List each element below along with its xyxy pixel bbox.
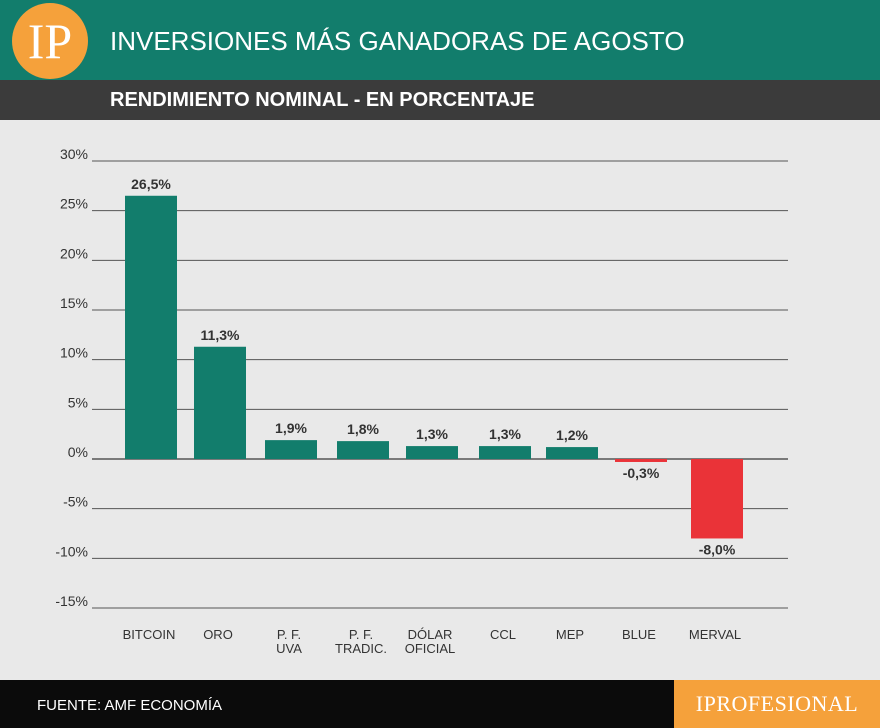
x-tick-label: MERVAL — [689, 627, 741, 642]
y-tick-label: 30% — [60, 146, 88, 162]
bar-chart: 30% 25% 20% 15% 10% 5% 0% -5% -10% -15% 26,5% BITCO… — [55, 146, 788, 656]
x-tick-label: BITCOIN — [123, 627, 176, 642]
bar — [691, 459, 743, 539]
bar — [406, 446, 458, 459]
x-tick-label: MEP — [556, 627, 584, 642]
x-tick-label: DÓLAR — [408, 627, 453, 642]
bar — [125, 195, 177, 459]
header-bar: IP INVERSIONES MÁS GANADORAS DE AGOSTO — [0, 0, 880, 80]
data-label: 26,5% — [131, 176, 171, 192]
y-tick-label: -15% — [55, 593, 88, 609]
y-tick-label: 20% — [60, 245, 88, 261]
data-label: 1,3% — [416, 426, 448, 442]
chart-subtitle: RENDIMIENTO NOMINAL - EN PORCENTAJE — [110, 89, 535, 111]
y-tick-label: 15% — [60, 295, 88, 311]
ip-logo: IP — [12, 3, 88, 79]
y-tick-label: 25% — [60, 196, 88, 212]
chart-title: INVERSIONES MÁS GANADORAS DE AGOSTO — [110, 26, 685, 56]
data-label: -8,0% — [699, 541, 736, 557]
data-label: 1,2% — [556, 427, 588, 443]
bar — [194, 346, 246, 459]
x-tick-label: P. F. — [349, 627, 373, 642]
bar — [546, 447, 598, 459]
x-tick-label: UVA — [276, 641, 302, 656]
x-tick-label: P. F. — [277, 627, 301, 642]
x-tick-label: CCL — [490, 627, 516, 642]
subheader-bar: RENDIMIENTO NOMINAL - EN PORCENTAJE — [0, 80, 880, 120]
y-tick-label: 5% — [68, 394, 88, 410]
data-label: 11,3% — [201, 327, 240, 343]
x-tick-label: BLUE — [622, 627, 656, 642]
bar — [615, 459, 667, 462]
y-tick-label: -10% — [55, 543, 88, 559]
x-tick-label: ORO — [203, 627, 233, 642]
brand-logo: IPROFESIONAL — [674, 680, 880, 728]
data-label: 1,9% — [275, 420, 307, 436]
y-tick-label: 0% — [68, 444, 88, 460]
data-label: 1,8% — [347, 421, 379, 437]
bar — [265, 440, 317, 459]
bar — [337, 441, 389, 459]
x-tick-label: OFICIAL — [405, 641, 456, 656]
data-label: -0,3% — [623, 465, 660, 481]
y-tick-label: 10% — [60, 345, 88, 361]
y-tick-label: -5% — [63, 494, 88, 510]
x-tick-label: TRADIC. — [335, 641, 387, 656]
bar — [479, 446, 531, 459]
source-note: FUENTE: AMF ECONOMÍA — [37, 697, 223, 714]
plot-area: 30% 25% 20% 15% 10% 5% 0% -5% -10% -15% 26,5% BITCO… — [0, 120, 880, 680]
data-label: 1,3% — [489, 426, 521, 442]
